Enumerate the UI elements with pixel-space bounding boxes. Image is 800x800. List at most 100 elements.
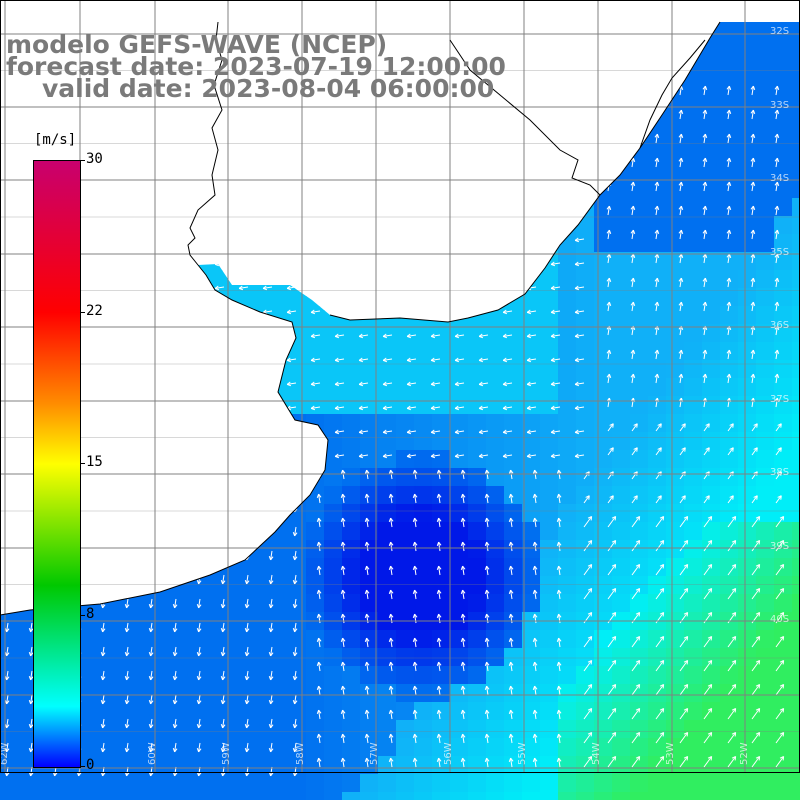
field-cell: [792, 504, 800, 523]
field-cell: [666, 540, 685, 559]
field-cell: [432, 270, 451, 289]
field-cell: [378, 666, 397, 685]
field-cell: [360, 504, 379, 523]
field-cell: [666, 306, 685, 325]
wind-arrow: [630, 229, 636, 240]
field-cell: [234, 792, 253, 800]
wind-arrow: [606, 253, 612, 264]
field-cell: [324, 0, 343, 19]
field-cell: [648, 36, 667, 55]
wind-arrow: [310, 261, 321, 267]
wind-arrow: [382, 261, 393, 267]
field-cell: [270, 720, 289, 739]
field-cell: [756, 108, 775, 127]
field-cell: [504, 270, 523, 289]
wind-arrow: [727, 447, 734, 456]
field-cell: [378, 540, 397, 559]
field-cell: [522, 594, 541, 613]
field-cell: [144, 144, 163, 163]
wind-arrow: [94, 237, 105, 243]
field-cell: [522, 504, 541, 523]
field-cell: [468, 558, 487, 577]
field-cell: [486, 486, 505, 505]
field-cell: [234, 108, 253, 127]
wind-arrow: [727, 588, 737, 600]
field-cell: [630, 576, 649, 595]
field-cell: [36, 774, 55, 793]
field-cell: [270, 702, 289, 721]
field-cell: [504, 432, 523, 451]
field-cell: [108, 234, 127, 253]
field-cell: [180, 540, 199, 559]
wind-arrow: [172, 670, 178, 681]
wind-arrow: [118, 333, 129, 339]
field-cell: [774, 738, 793, 757]
field-cell: [558, 450, 577, 469]
wind-arrow: [196, 598, 202, 609]
field-cell: [540, 162, 559, 181]
wind-arrow: [334, 285, 345, 291]
field-cell: [306, 234, 325, 253]
wind-arrow: [607, 756, 617, 768]
field-cell: [396, 504, 415, 523]
wind-arrow: [703, 495, 710, 504]
field-cell: [468, 342, 487, 361]
field-cell: [486, 684, 505, 703]
field-cell: [738, 468, 757, 487]
field-cell: [630, 108, 649, 127]
field-cell: [252, 342, 271, 361]
wind-arrow: [292, 478, 298, 489]
field-cell: [576, 90, 595, 109]
wind-arrow: [655, 495, 662, 504]
wind-arrow: [100, 646, 106, 657]
field-cell: [306, 198, 325, 217]
field-cell: [792, 342, 800, 361]
field-cell: [612, 306, 631, 325]
field-cell: [108, 108, 127, 127]
field-cell: [486, 144, 505, 163]
field-cell: [90, 792, 109, 800]
field-cell: [702, 432, 721, 451]
wind-arrow: [94, 285, 105, 291]
field-cell: [252, 720, 271, 739]
wind-arrow: [574, 93, 585, 99]
field-cell: [450, 270, 469, 289]
field-cell: [0, 666, 19, 685]
field-cell: [414, 594, 433, 613]
wind-arrow: [22, 405, 33, 411]
wind-arrow: [316, 757, 322, 768]
field-cell: [126, 0, 145, 19]
field-cell: [144, 216, 163, 235]
field-cell: [630, 306, 649, 325]
field-cell: [0, 288, 19, 307]
wind-arrow: [4, 598, 10, 609]
field-cell: [342, 486, 361, 505]
wind-arrow: [0, 261, 9, 267]
field-cell: [360, 324, 379, 343]
wind-arrow: [292, 526, 298, 537]
field-cell: [0, 270, 19, 289]
field-cell: [288, 432, 307, 451]
wind-arrow: [292, 574, 298, 585]
field-cell: [252, 306, 271, 325]
field-cell: [0, 90, 19, 109]
wind-arrow: [406, 165, 417, 171]
wind-arrow: [238, 237, 249, 243]
wind-arrow: [508, 613, 514, 624]
field-cell: [774, 90, 793, 109]
field-cell: [738, 36, 757, 55]
field-cell: [522, 162, 541, 181]
field-cell: [792, 558, 800, 577]
field-cell: [756, 360, 775, 379]
field-cell: [684, 396, 703, 415]
field-cell: [594, 126, 613, 145]
field-cell: [414, 756, 433, 775]
field-cell: [342, 414, 361, 433]
field-cell: [468, 468, 487, 487]
wind-arrow: [550, 333, 561, 339]
wind-arrow: [340, 757, 346, 768]
field-cell: [612, 702, 631, 721]
field-cell: [486, 720, 505, 739]
field-cell: [504, 414, 523, 433]
wind-arrow: [364, 469, 370, 480]
